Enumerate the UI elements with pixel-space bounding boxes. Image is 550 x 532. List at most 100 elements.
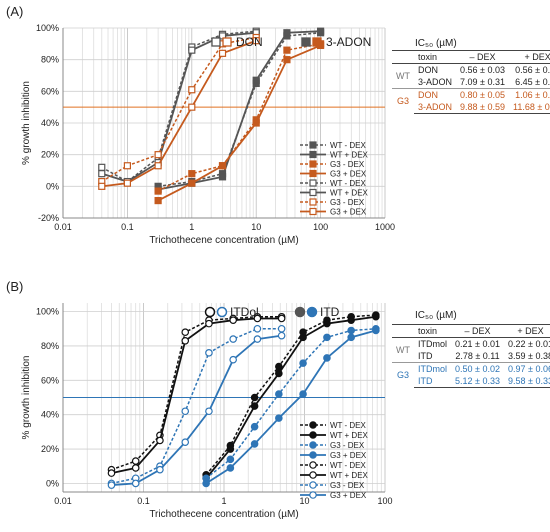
legend-marker — [309, 481, 317, 489]
legend-label: WT - DEX — [330, 179, 367, 188]
data-point — [154, 151, 162, 159]
data-point — [218, 49, 227, 57]
table-header-toxin: toxin — [414, 324, 451, 338]
data-point — [283, 29, 291, 37]
legend-marker — [309, 198, 317, 206]
legend-label: G3 + DEX — [330, 170, 367, 179]
table-header-toxin: toxin — [414, 50, 457, 64]
data-point — [131, 464, 140, 472]
series-line — [111, 328, 282, 485]
data-point — [98, 182, 106, 190]
legend-label: WT + DEX — [330, 151, 369, 160]
series-line — [157, 43, 321, 192]
ic50-cell: 0.80 ± 0.05 — [456, 88, 509, 101]
data-point — [154, 187, 162, 195]
data-point — [347, 326, 355, 335]
legend-marker — [309, 441, 317, 449]
legend-label: G3 + DEX — [330, 208, 367, 217]
series-line — [205, 314, 376, 476]
group-label: ITDol — [230, 305, 259, 319]
legend-label: G3 - DEX — [330, 481, 365, 490]
ic50-cell: 9.58 ± 0.33 — [503, 375, 550, 388]
data-point — [283, 56, 291, 64]
data-point — [253, 335, 262, 343]
data-point — [226, 455, 235, 464]
data-point — [277, 331, 286, 340]
data-point — [188, 103, 196, 111]
legend-label: G3 + DEX — [330, 451, 367, 460]
table-header-minus: – DEX — [451, 324, 504, 338]
y-tick-label: 60% — [41, 375, 59, 385]
y-tick-label: 0% — [46, 478, 59, 488]
y-tick-label: 100% — [36, 23, 59, 33]
data-point — [250, 422, 259, 431]
series-line — [101, 30, 257, 183]
data-point — [275, 414, 283, 422]
data-point — [218, 162, 227, 170]
series-line — [111, 334, 282, 487]
group-label: 3-ADON — [326, 35, 371, 49]
data-point — [277, 324, 286, 333]
data-point — [250, 393, 259, 402]
data-point — [323, 333, 331, 342]
y-tick-label: 60% — [41, 86, 59, 96]
y-tick-label: 40% — [41, 410, 59, 420]
series-line — [101, 31, 257, 183]
legend-label: WT + DEX — [330, 471, 369, 480]
series-line — [111, 317, 282, 474]
series-line — [111, 315, 282, 471]
ic50-cell: 0.56 ± 0.02 — [515, 65, 550, 75]
table-header-plus: + DEX — [503, 324, 550, 338]
x-axis-label: Trichothecene concentration (µM) — [149, 509, 298, 520]
data-point — [372, 326, 380, 335]
data-point — [275, 390, 283, 398]
group-label: G3 — [392, 362, 414, 388]
data-point — [188, 86, 196, 94]
data-point — [205, 349, 213, 357]
legend-marker — [309, 451, 317, 459]
data-point — [372, 312, 380, 321]
group-label: WT — [396, 71, 410, 81]
group-marker — [211, 37, 221, 47]
toxin-cell: DON — [418, 65, 438, 75]
ic50-cell: 1.06 ± 0.05 — [509, 88, 550, 101]
legend-marker — [309, 491, 317, 499]
y-tick-label: 0% — [46, 181, 59, 191]
toxin-cell: ITDmol — [418, 339, 447, 349]
legend-marker — [309, 141, 317, 149]
data-point — [154, 162, 162, 170]
y-tick-label: 80% — [41, 55, 59, 65]
data-point — [229, 316, 237, 324]
group-label: DON — [236, 35, 263, 49]
data-point — [107, 469, 116, 477]
x-tick-label: 1 — [189, 222, 194, 232]
data-point — [317, 27, 325, 35]
data-point — [181, 336, 190, 345]
data-point — [188, 170, 196, 178]
ic50-cell: 7.09 ± 0.31 — [460, 77, 505, 87]
series-line — [157, 30, 321, 191]
x-tick-label: 100 — [377, 496, 392, 506]
legend-label: G3 - DEX — [330, 198, 365, 207]
data-point — [229, 355, 237, 364]
data-point — [226, 445, 235, 453]
x-tick-label: 1 — [221, 496, 226, 506]
panel-label: (A) — [6, 4, 23, 19]
data-point — [154, 196, 162, 205]
group-marker — [204, 306, 216, 318]
ic50-title-b: IC₅₀ (µM) — [415, 310, 457, 321]
data-point — [98, 163, 106, 171]
data-point — [253, 314, 262, 323]
x-axis-label: Trichothecene concentration (µM) — [149, 235, 298, 246]
data-point — [226, 464, 235, 472]
y-tick-label: -20% — [38, 213, 59, 223]
y-tick-label: 40% — [41, 118, 59, 128]
y-tick-label: 20% — [41, 444, 59, 454]
legend-marker — [309, 169, 317, 178]
ic50-title-a: IC₅₀ (µM) — [415, 38, 457, 49]
x-tick-label: 0.1 — [137, 496, 150, 506]
data-point — [252, 76, 260, 84]
x-tick-label: 0.01 — [54, 222, 72, 232]
legend-label: WT - DEX — [330, 141, 367, 150]
